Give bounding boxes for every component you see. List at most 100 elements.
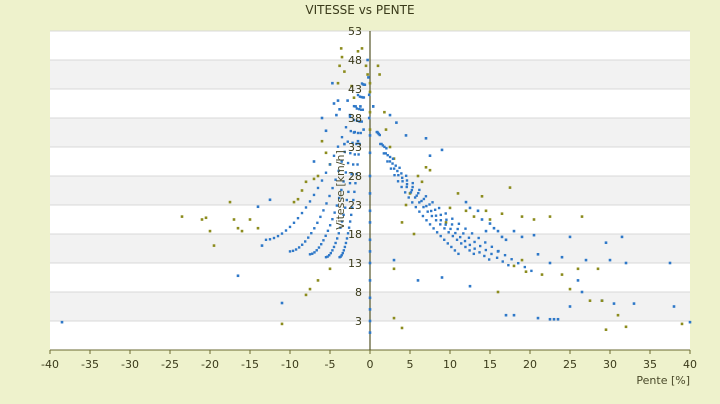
data-point-blue bbox=[367, 93, 371, 97]
data-point-olive bbox=[240, 229, 244, 233]
data-point-blue bbox=[368, 308, 372, 311]
data-point-blue bbox=[346, 99, 349, 102]
data-point-blue bbox=[256, 205, 260, 209]
trajectory-point bbox=[439, 234, 442, 238]
trajectory-point bbox=[431, 201, 434, 204]
trajectory-point bbox=[433, 208, 437, 211]
trajectory-point bbox=[358, 120, 361, 123]
trajectory-point bbox=[503, 253, 507, 257]
x-tick-label: -35 bbox=[81, 358, 99, 371]
trajectory-point bbox=[362, 96, 366, 99]
trajectory-point bbox=[403, 191, 407, 194]
x-tick-label: 35 bbox=[643, 358, 657, 371]
data-point-blue bbox=[504, 313, 508, 317]
data-point-olive bbox=[356, 50, 360, 53]
data-point-blue bbox=[343, 142, 346, 146]
trajectory-point bbox=[457, 222, 461, 225]
y-tick-label: 33 bbox=[348, 141, 362, 154]
trajectory-point bbox=[460, 242, 463, 245]
data-point-blue bbox=[367, 76, 370, 79]
trajectory-point bbox=[360, 108, 363, 111]
trajectory-point bbox=[386, 160, 389, 163]
data-point-olive bbox=[416, 174, 420, 178]
trajectory-point bbox=[328, 254, 331, 257]
data-point-olive bbox=[376, 64, 380, 68]
data-point-blue bbox=[367, 116, 371, 120]
data-point-olive bbox=[420, 180, 424, 184]
trajectory-point bbox=[355, 119, 359, 123]
data-point-blue bbox=[536, 253, 540, 256]
trajectory-point bbox=[405, 185, 408, 189]
data-point-blue bbox=[336, 99, 340, 102]
data-point-olive bbox=[368, 81, 372, 85]
trajectory-point bbox=[288, 225, 292, 229]
data-point-olive bbox=[392, 267, 396, 271]
trajectory-point bbox=[391, 162, 394, 165]
data-point-blue bbox=[548, 317, 552, 321]
data-point-olive bbox=[364, 64, 368, 68]
data-point-olive bbox=[308, 287, 312, 291]
trajectory-point bbox=[439, 213, 442, 217]
trajectory-point bbox=[349, 129, 352, 133]
trajectory-point bbox=[268, 238, 272, 241]
data-point-blue bbox=[496, 229, 500, 233]
trajectory-point bbox=[473, 240, 476, 244]
trajectory-point bbox=[316, 221, 319, 225]
trajectory-point bbox=[463, 239, 467, 243]
trajectory-point bbox=[344, 206, 347, 209]
trajectory-point bbox=[443, 227, 446, 230]
data-point-olive bbox=[208, 229, 212, 233]
trajectory-point bbox=[341, 251, 344, 255]
data-point-blue bbox=[532, 233, 536, 237]
trajectory-point bbox=[332, 245, 336, 249]
trajectory-point bbox=[410, 188, 414, 192]
data-point-blue bbox=[362, 128, 365, 131]
y-tick-label: 43 bbox=[348, 83, 362, 96]
data-point-olive bbox=[388, 145, 392, 149]
trajectory-point bbox=[354, 181, 357, 185]
trajectory-point bbox=[340, 135, 344, 139]
data-point-olive bbox=[472, 215, 476, 218]
tick-labels: -40 -35 -30 -25 -20 -15 -10 -5 0 5 10 15 20 25 30 35 40 3… bbox=[41, 25, 697, 371]
trajectory-point bbox=[453, 249, 457, 252]
data-point-olive bbox=[540, 273, 544, 276]
data-point-olive bbox=[316, 279, 320, 282]
data-point-olive bbox=[680, 322, 684, 326]
data-point-olive bbox=[576, 267, 580, 271]
data-point-olive bbox=[624, 325, 628, 329]
trajectory-point bbox=[484, 248, 488, 252]
data-point-blue bbox=[366, 58, 369, 62]
trajectory-point bbox=[397, 173, 400, 177]
trajectory-point bbox=[340, 220, 344, 223]
y-axis-label: Vitesse [km/h] bbox=[334, 150, 347, 230]
trajectory-point bbox=[468, 243, 472, 247]
trajectory-point bbox=[322, 209, 325, 212]
data-point-olive bbox=[520, 258, 524, 262]
trajectory-point bbox=[479, 244, 482, 248]
trajectory-point bbox=[340, 160, 343, 163]
data-point-blue bbox=[280, 301, 284, 305]
data-point-blue bbox=[428, 154, 432, 157]
trajectory-point bbox=[464, 227, 467, 230]
trajectory-point bbox=[361, 108, 365, 111]
trajectory-point bbox=[358, 142, 361, 146]
data-point-blue bbox=[548, 261, 552, 265]
x-tick-label: -20 bbox=[201, 358, 219, 371]
trajectory-point bbox=[429, 209, 433, 213]
x-tick-label: 40 bbox=[683, 358, 697, 371]
data-point-blue bbox=[568, 305, 572, 308]
trajectory-point bbox=[388, 160, 392, 163]
data-point-olive bbox=[392, 316, 396, 320]
data-point-olive bbox=[338, 64, 341, 68]
data-point-olive bbox=[212, 244, 216, 247]
data-point-olive bbox=[400, 221, 404, 224]
trajectory-point bbox=[446, 242, 449, 245]
data-point-blue bbox=[392, 258, 396, 262]
data-point-blue bbox=[368, 296, 372, 300]
data-point-olive bbox=[496, 290, 500, 294]
x-tick-label: -5 bbox=[325, 358, 336, 371]
trajectory-point bbox=[300, 211, 304, 215]
data-point-blue bbox=[620, 235, 624, 239]
trajectory-point bbox=[272, 236, 276, 240]
trajectory-point bbox=[418, 210, 421, 213]
